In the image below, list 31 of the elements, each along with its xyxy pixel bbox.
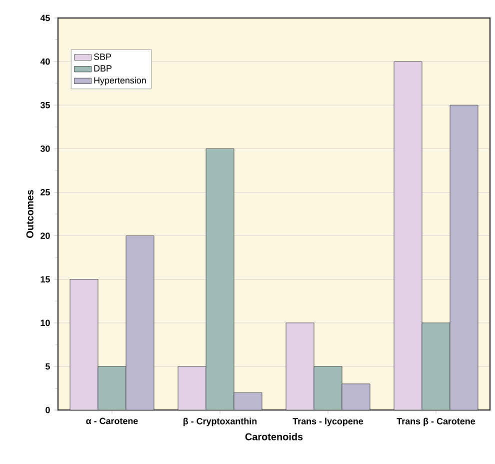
y-tick-label: 0	[46, 406, 50, 414]
x-tick-label: β - Cryptoxanthin	[184, 418, 257, 426]
bar	[206, 148, 234, 410]
y-tick-label: 25	[40, 189, 50, 196]
legend-label: SBP	[94, 54, 112, 60]
bar	[450, 104, 478, 410]
x-axis-title: Carotenoids	[245, 432, 303, 440]
bar	[422, 322, 450, 410]
y-tick-label: 5	[46, 363, 50, 370]
bar	[126, 236, 154, 410]
y-axis-title: Outcomes	[26, 190, 34, 238]
bar	[286, 322, 314, 410]
bar	[70, 279, 98, 410]
y-tick-label: 40	[40, 58, 50, 65]
y-tick-label: 10	[40, 320, 50, 326]
bar	[98, 366, 126, 410]
y-tick-label: 20	[40, 232, 50, 239]
y-tick-label: 45	[40, 14, 50, 22]
y-tick-label: 15	[40, 276, 50, 282]
bar	[342, 384, 370, 410]
bar	[314, 366, 342, 410]
x-tick-label: α - Carotene	[86, 418, 138, 424]
bar	[234, 392, 262, 410]
x-tick-label: Trans β - Carotene	[396, 418, 476, 426]
y-tick-label: 35	[40, 102, 50, 108]
legend-label: Hypertension	[94, 76, 146, 86]
legend-label: DBP	[94, 65, 112, 72]
bar	[178, 366, 206, 410]
y-tick-label: 30	[40, 145, 50, 152]
x-tick-label: Trans - lycopene	[292, 418, 364, 426]
bar	[394, 61, 422, 410]
